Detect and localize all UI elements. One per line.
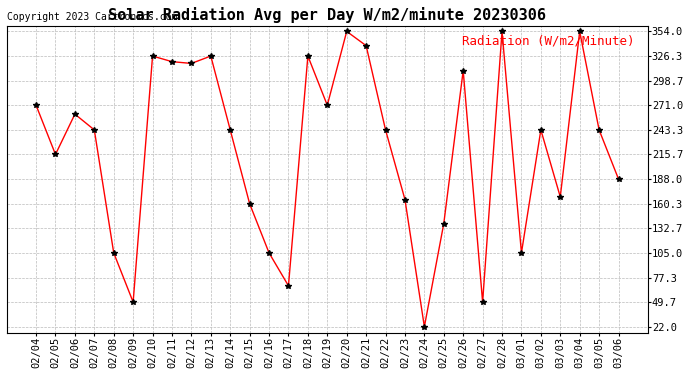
Title: Solar Radiation Avg per Day W/m2/minute 20230306: Solar Radiation Avg per Day W/m2/minute …: [108, 7, 546, 23]
Text: Radiation (W/m2/Minute): Radiation (W/m2/Minute): [462, 35, 635, 48]
Text: Copyright 2023 Cartronics.com: Copyright 2023 Cartronics.com: [7, 12, 177, 22]
